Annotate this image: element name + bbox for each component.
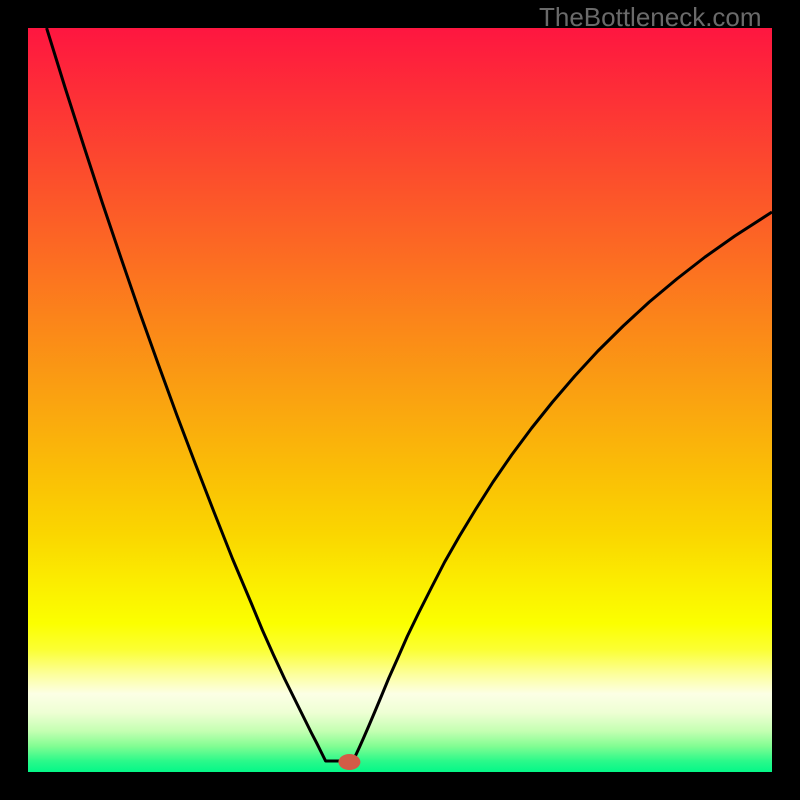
optimal-point-marker xyxy=(338,754,360,770)
bottleneck-chart xyxy=(0,0,800,800)
plot-background xyxy=(28,28,772,772)
watermark-text: TheBottleneck.com xyxy=(539,2,762,33)
